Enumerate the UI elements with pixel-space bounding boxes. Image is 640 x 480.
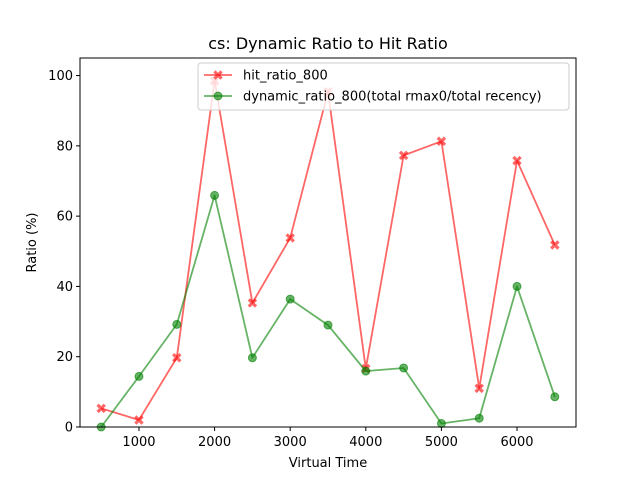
data-point — [247, 298, 258, 308]
x-tick-label: 3000 — [274, 435, 307, 450]
data-point — [285, 294, 295, 304]
data-point — [172, 353, 182, 363]
legend-marker — [213, 91, 223, 101]
data-point — [172, 319, 182, 329]
data-point — [361, 366, 371, 376]
x-tick-label: 1000 — [122, 435, 155, 450]
y-tick-label: 60 — [56, 210, 73, 225]
legend-item: dynamic_ratio_800(total rmax0/total rece… — [204, 90, 542, 105]
data-point — [285, 233, 295, 243]
legend-item: hit_ratio_800 — [204, 69, 328, 84]
data-point — [436, 418, 446, 428]
y-tick-label: 40 — [56, 280, 73, 295]
data-point — [512, 281, 522, 291]
data-point — [550, 392, 560, 402]
legend-label: dynamic_ratio_800(total rmax0/total rece… — [243, 90, 542, 105]
data-point — [323, 320, 333, 330]
data-point — [399, 363, 409, 373]
x-tick-label: 6000 — [500, 435, 533, 450]
legend-marker — [213, 70, 223, 80]
data-point — [134, 371, 144, 381]
x-tick-label: 4000 — [349, 435, 382, 450]
chart-title: cs: Dynamic Ratio to Hit Ratio — [208, 34, 447, 53]
y-tick-label: 100 — [48, 69, 73, 84]
x-tick-label: 2000 — [198, 435, 231, 450]
data-point — [210, 190, 220, 200]
x-axis-label: Virtual Time — [289, 456, 367, 471]
data-point — [134, 415, 144, 425]
data-point — [247, 353, 257, 363]
y-tick-label: 0 — [65, 421, 73, 436]
legend-box — [197, 62, 570, 111]
x-axis: 1000 2000 3000 4000 5000 6000 — [122, 427, 534, 450]
y-axis: 0 20 40 60 80 100 — [48, 69, 80, 436]
x-tick-label: 5000 — [425, 435, 458, 450]
legend: hit_ratio_800 dynamic_ratio_800(total rma… — [197, 62, 570, 111]
data-point — [512, 155, 522, 166]
y-tick-label: 20 — [56, 350, 73, 365]
data-point — [96, 403, 106, 414]
data-point — [474, 383, 484, 394]
y-axis-label: Ratio (%) — [25, 212, 40, 272]
series-2 — [96, 190, 560, 432]
y-tick-label: 80 — [56, 139, 73, 154]
data-point — [474, 413, 484, 423]
legend-label: hit_ratio_800 — [243, 69, 328, 84]
plot-frame — [79, 57, 577, 428]
data-point — [398, 150, 409, 161]
data-point — [436, 136, 447, 147]
data-point — [550, 240, 560, 250]
